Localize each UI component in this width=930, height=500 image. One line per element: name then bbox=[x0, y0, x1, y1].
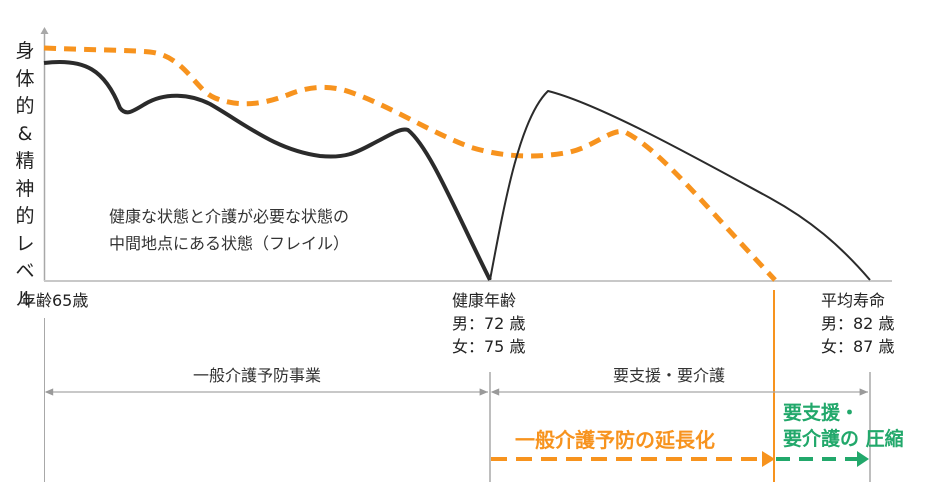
green-arrowhead-icon bbox=[857, 451, 869, 467]
healthy-age-male: 男：72 歳 bbox=[452, 314, 526, 333]
y-axis bbox=[40, 27, 49, 281]
compression-label-line-2: 要介護の 圧縮 bbox=[783, 428, 904, 450]
support-care-label: 要支援・要介護 bbox=[613, 366, 726, 385]
y-axis-label-char: ベ bbox=[15, 260, 35, 282]
general-prevention-label: 一般介護予防事業 bbox=[193, 366, 322, 385]
y-axis-label-char: ル bbox=[15, 287, 35, 310]
life-expectancy-male: 男：82 歳 bbox=[821, 314, 895, 333]
target-curve-dashed bbox=[43, 45, 777, 282]
healthy-age-title: 健康年齢 bbox=[452, 291, 517, 310]
compression-label-line-1: 要支援・ bbox=[783, 402, 860, 424]
healthy-life-expectancy-marker: 健康年齢 男：72 歳 女：75 歳 bbox=[452, 289, 525, 358]
orange-arrowhead-icon bbox=[762, 451, 775, 467]
life-expectancy-female: 女：87 歳 bbox=[821, 337, 895, 356]
y-axis-label-char: 身 bbox=[15, 40, 35, 62]
y-axis-label-char: & bbox=[17, 122, 33, 145]
average-life-expectancy-marker: 平均寿命 男：82 歳 女：87 歳 bbox=[821, 289, 894, 358]
annotation-line-1: 健康な状態と介護が必要な状態の bbox=[109, 207, 350, 226]
extension-label: 一般介護予防の延長化 bbox=[515, 428, 715, 452]
current-curve-after-care bbox=[489, 90, 871, 281]
compression-arrow bbox=[776, 451, 869, 467]
y-axis-label-char: 的 bbox=[15, 205, 35, 227]
compression-label: 要支援・ 要介護の 圧縮 bbox=[783, 400, 904, 452]
healthy-age-female: 女：75 歳 bbox=[452, 337, 526, 356]
current-curve-solid bbox=[43, 60, 492, 281]
annotation-line-2: 中間地点にある状態（フレイル） bbox=[109, 234, 350, 253]
age-65-label: 年齢65歳 bbox=[20, 291, 89, 310]
y-axis-label-char: レ bbox=[15, 232, 35, 255]
y-axis-label-char: 精 bbox=[15, 150, 35, 172]
y-axis-label: 身 体 的 & 精 神 的 レ ベ ル bbox=[12, 38, 38, 313]
extension-arrow bbox=[491, 451, 775, 467]
y-axis-label-char: 的 bbox=[15, 95, 35, 117]
frailty-annotation: 健康な状態と介護が必要な状態の 中間地点にある状態（フレイル） bbox=[109, 203, 349, 257]
y-axis-arrow-icon bbox=[40, 27, 49, 34]
life-expectancy-title: 平均寿命 bbox=[821, 291, 886, 310]
y-axis-label-char: 神 bbox=[15, 177, 35, 200]
y-axis-label-char: 体 bbox=[15, 67, 35, 90]
